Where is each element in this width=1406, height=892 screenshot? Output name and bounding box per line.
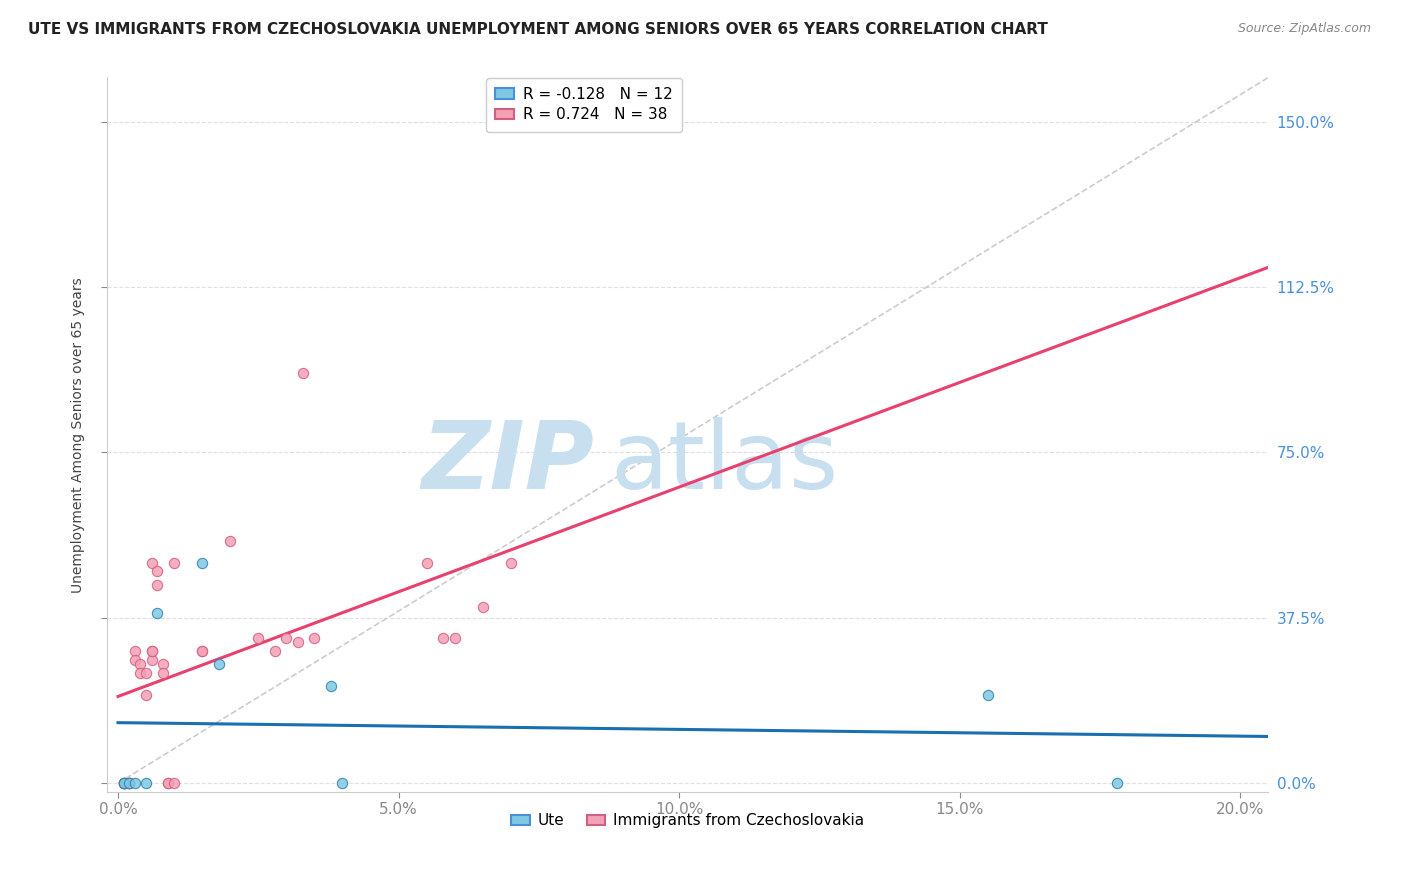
- Point: [135, 665, 157, 680]
- Point: [146, 565, 169, 579]
- Point: [135, 688, 157, 702]
- Point: [146, 577, 169, 591]
- Point: [141, 644, 163, 658]
- Point: [247, 631, 270, 645]
- Point: [977, 688, 1000, 702]
- Point: [146, 607, 169, 621]
- Point: [112, 776, 135, 790]
- Point: [292, 366, 315, 380]
- Point: [112, 776, 135, 790]
- Point: [112, 776, 135, 790]
- Point: [135, 776, 157, 790]
- Point: [163, 776, 186, 790]
- Point: [304, 631, 326, 645]
- Text: ZIP: ZIP: [422, 417, 595, 509]
- Point: [118, 776, 141, 790]
- Point: [332, 776, 354, 790]
- Point: [415, 556, 437, 570]
- Point: [219, 533, 242, 548]
- Point: [276, 631, 298, 645]
- Point: [191, 556, 214, 570]
- Point: [157, 776, 180, 790]
- Point: [118, 776, 141, 790]
- Point: [432, 631, 454, 645]
- Point: [112, 776, 135, 790]
- Point: [124, 644, 146, 658]
- Text: UTE VS IMMIGRANTS FROM CZECHOSLOVAKIA UNEMPLOYMENT AMONG SENIORS OVER 65 YEARS C: UTE VS IMMIGRANTS FROM CZECHOSLOVAKIA UN…: [28, 22, 1047, 37]
- Point: [112, 776, 135, 790]
- Point: [443, 631, 465, 645]
- Point: [129, 657, 152, 671]
- Point: [208, 657, 231, 671]
- Point: [124, 653, 146, 667]
- Point: [141, 556, 163, 570]
- Point: [152, 665, 174, 680]
- Point: [1105, 776, 1128, 790]
- Point: [118, 776, 141, 790]
- Point: [157, 776, 180, 790]
- Point: [124, 776, 146, 790]
- Point: [152, 657, 174, 671]
- Point: [141, 653, 163, 667]
- Point: [499, 556, 522, 570]
- Point: [287, 635, 309, 649]
- Point: [191, 644, 214, 658]
- Y-axis label: Unemployment Among Seniors over 65 years: Unemployment Among Seniors over 65 years: [72, 277, 86, 592]
- Point: [264, 644, 287, 658]
- Point: [118, 776, 141, 790]
- Text: atlas: atlas: [610, 417, 838, 509]
- Point: [141, 644, 163, 658]
- Text: Source: ZipAtlas.com: Source: ZipAtlas.com: [1237, 22, 1371, 36]
- Point: [321, 679, 343, 693]
- Point: [129, 665, 152, 680]
- Legend: Ute, Immigrants from Czechoslovakia: Ute, Immigrants from Czechoslovakia: [505, 807, 870, 834]
- Point: [191, 644, 214, 658]
- Point: [163, 556, 186, 570]
- Point: [471, 599, 494, 614]
